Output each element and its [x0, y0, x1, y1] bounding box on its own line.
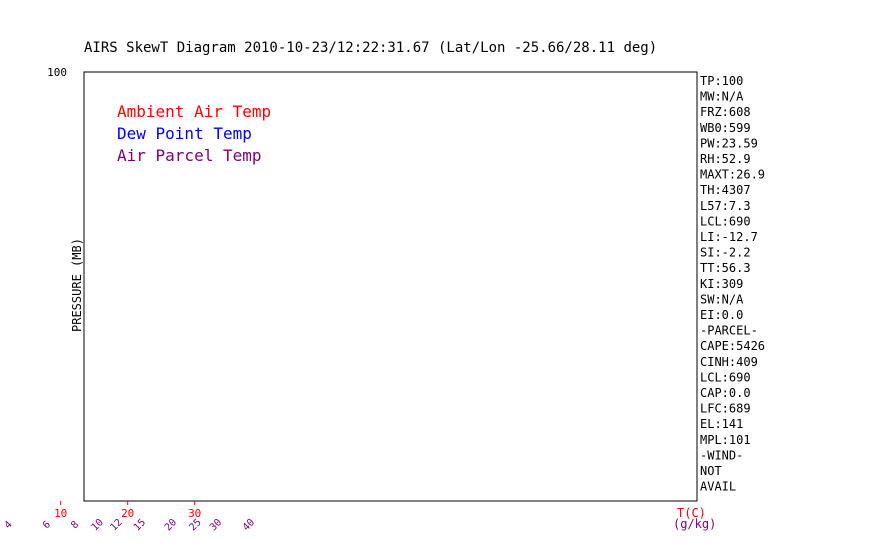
mixing-ratio-line	[111, 72, 112, 73]
dry-adiabat	[24, 0, 870, 72]
mixing-ratio-line	[40, 0, 59, 72]
dry-adiabat	[0, 0, 291, 72]
side-panel-item: LI:-12.7	[700, 230, 758, 244]
side-panel-item: NOT	[700, 464, 722, 478]
pressure-tick-label: 100	[47, 66, 67, 79]
isotherm	[0, 0, 13, 72]
dry-adiabat	[0, 0, 563, 72]
mixing-ratio-line	[153, 72, 154, 73]
dry-adiabat	[0, 0, 359, 72]
mixing-ratio-label: 30	[208, 517, 224, 533]
bottom-temp-tick-label: 20	[121, 507, 134, 520]
side-panel-item: MPL:101	[700, 433, 751, 447]
mixing-ratio-line	[212, 0, 242, 72]
mixing-ratio-label: 4	[3, 519, 15, 531]
chart-title: AIRS SkewT Diagram 2010-10-23/12:22:31.6…	[84, 40, 657, 56]
dry-adiabat	[0, 0, 767, 72]
mixing-ratio-label: 8	[69, 519, 81, 531]
side-panel-item: MAXT:26.9	[700, 168, 765, 182]
dry-adiabat	[0, 0, 870, 72]
dry-adiabat	[0, 0, 19, 72]
legend-ambient: Ambient Air Temp	[117, 102, 271, 121]
side-panel-item: LFC:689	[700, 402, 751, 416]
legend-parcel: Air Parcel Temp	[117, 146, 262, 165]
isotherm	[547, 72, 549, 73]
side-panel-item: LCL:690	[700, 214, 751, 228]
legend: Ambient Air Temp Dew Point Temp Air Parc…	[117, 102, 271, 165]
side-panel-item: TH:4307	[700, 183, 751, 197]
isotherm	[212, 72, 214, 73]
dry-adiabat	[0, 0, 699, 72]
mixing-ratio-line	[129, 72, 130, 73]
axis-ticks: 1002003004005006007008009001000-120-110-…	[3, 66, 258, 533]
mixing-ratio-line	[2, 0, 28, 72]
side-panel-item: -PARCEL-	[700, 324, 758, 338]
mixing-ratio-line	[187, 72, 188, 73]
side-panel-item: -WIND-	[700, 448, 743, 462]
dry-adiabat	[0, 0, 870, 72]
mixing-ratio-line	[171, 72, 173, 73]
isotherm	[0, 0, 80, 72]
side-panel-item: EL:141	[700, 417, 743, 431]
bottom-temp-tick-label: 30	[188, 507, 201, 520]
x-axis-label: T(C)	[677, 506, 706, 520]
side-panel-item: TT:56.3	[700, 261, 751, 275]
dry-adiabat	[93, 72, 95, 73]
mixing-ratio-line	[67, 0, 81, 72]
y-axis-label: PRESSURE (MB)	[70, 238, 84, 332]
plot-frame	[83, 71, 698, 502]
side-panel-item: FRZ:608	[700, 105, 751, 119]
dry-adiabat	[0, 0, 870, 72]
isotherm	[145, 72, 147, 73]
isotherm	[480, 72, 482, 73]
dry-adiabat	[0, 0, 870, 72]
mixing-ratio-label: 40	[241, 517, 257, 533]
dry-adiabat	[0, 0, 223, 72]
dry-adiabat	[0, 0, 155, 72]
side-panel-item: EI:0.0	[700, 308, 743, 322]
side-panel-item: RH:52.9	[700, 152, 751, 166]
thermo-grid	[0, 0, 870, 73]
side-panel-item: CAP:0.0	[700, 386, 751, 400]
profiles	[0, 0, 144, 72]
mixing-ratio-label: 20	[163, 517, 179, 533]
mixing-ratio-unit: (g/kg)	[673, 517, 716, 531]
side-panel-item: KI:309	[700, 277, 743, 291]
dry-adiabat	[59, 0, 870, 72]
side-panel-item: MW:N/A	[700, 90, 744, 104]
dry-adiabat	[0, 0, 870, 72]
dry-adiabat	[0, 0, 495, 72]
side-panel-item: PW:23.59	[700, 136, 758, 150]
side-panel-item: L57:7.3	[700, 199, 751, 213]
isotherm	[413, 72, 415, 73]
dry-adiabat	[0, 0, 87, 72]
side-panel-item: SW:N/A	[700, 292, 744, 306]
side-panel-item: LCL:690	[700, 370, 751, 384]
ambient-temp-line	[0, 0, 144, 72]
side-panel-item: CINH:409	[700, 355, 758, 369]
bottom-temp-tick-label: 10	[54, 507, 67, 520]
mixing-ratio-line	[0, 0, 8, 72]
side-panel-item: CAPE:5426	[700, 339, 765, 353]
dry-adiabat	[0, 0, 870, 72]
parcel-temp-line	[0, 0, 144, 72]
side-panel-item: AVAIL	[700, 480, 736, 494]
side-panel-item: TP:100	[700, 74, 743, 88]
side-panel-item: WB0:599	[700, 121, 751, 135]
mixing-ratio-label: 10	[90, 517, 106, 533]
legend-dewpoint: Dew Point Temp	[117, 124, 252, 143]
mixing-ratio-label: 6	[41, 519, 53, 531]
isotherm	[279, 72, 281, 73]
side-panel-item: SI:-2.2	[700, 246, 751, 260]
isotherm	[614, 72, 616, 73]
dry-adiabat	[0, 0, 870, 72]
mixing-ratio-label: 15	[132, 517, 148, 533]
dry-adiabat	[0, 0, 427, 72]
isotherm	[346, 72, 348, 73]
mixing-ratio-line	[97, 72, 98, 73]
dry-adiabat	[0, 0, 631, 72]
dry-adiabat	[0, 0, 835, 72]
